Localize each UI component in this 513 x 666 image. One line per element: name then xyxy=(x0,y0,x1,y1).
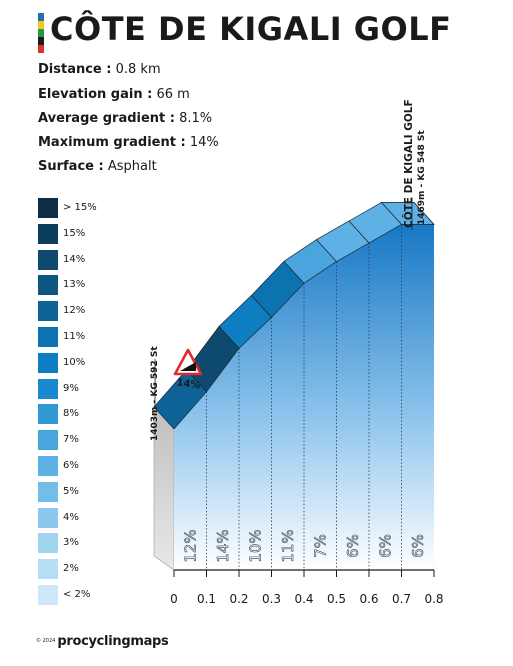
stat-value: Asphalt xyxy=(107,159,157,174)
legend-label: 8% xyxy=(63,408,79,420)
legend-label: > 15% xyxy=(63,202,97,213)
legend-item: 10% xyxy=(38,352,158,373)
legend-item: 13% xyxy=(38,275,158,296)
legend-swatch xyxy=(38,352,58,373)
end-elevation-label: 1469m - KG 548 St xyxy=(417,130,427,225)
stat-maximum-gradient: Maximum gradient : 14% xyxy=(38,135,219,150)
stat-label: Elevation gain : xyxy=(38,87,153,102)
legend-swatch xyxy=(38,223,58,244)
legend-item: 6% xyxy=(38,456,158,476)
legend-item: 7% xyxy=(38,430,158,451)
legend-swatch xyxy=(38,481,58,502)
legend-swatch xyxy=(38,198,58,218)
legend-label: 4% xyxy=(63,511,79,523)
brand-logo-text: procyclingmaps xyxy=(57,634,169,649)
stat-value: 0.8 km xyxy=(115,62,161,77)
stat-label: Maximum gradient : xyxy=(38,135,186,150)
title-color-bar xyxy=(38,13,44,53)
footer-credit: © 2024 procyclingmaps xyxy=(36,632,169,650)
legend-label: 10% xyxy=(63,356,86,368)
segment-gradient-label: 10% xyxy=(246,529,264,562)
x-tick-label: 0.3 xyxy=(262,592,281,606)
segment-gradient-label: 11% xyxy=(279,529,297,562)
x-tick-label: 0 xyxy=(170,592,178,606)
end-climb-name-label: CÔTE DE KIGALI GOLF xyxy=(402,99,415,228)
legend-label: 11% xyxy=(63,331,86,342)
segment-gradient-label: 6% xyxy=(409,534,427,558)
stat-value: 66 m xyxy=(156,87,190,102)
legend-item: 15% xyxy=(38,223,158,244)
gradient-ramp-icon xyxy=(180,362,196,371)
legend-swatch xyxy=(38,301,58,322)
legend-item: 12% xyxy=(38,301,158,322)
legend-item: < 2% xyxy=(38,585,158,605)
x-tick-label: 0.8 xyxy=(424,592,443,606)
legend-swatch xyxy=(38,559,58,580)
x-tick-label: 0.2 xyxy=(229,592,248,606)
legend-swatch xyxy=(38,430,58,451)
legend-label: 9% xyxy=(63,382,79,394)
x-tick-label: 0.1 xyxy=(197,592,216,606)
legend-label: 6% xyxy=(63,460,79,471)
legend-label: 7% xyxy=(63,434,79,446)
legend-swatch xyxy=(38,327,58,347)
x-tick-label: 0.6 xyxy=(359,592,378,606)
start-elevation-label: 1403m - KG 592 St xyxy=(150,346,160,441)
stat-label: Surface : xyxy=(38,159,104,174)
segment-gradient-label: 7% xyxy=(311,534,329,558)
legend-item: > 15% xyxy=(38,198,158,218)
stat-average-gradient: Average gradient : 8.1% xyxy=(38,111,212,126)
title-bar-stripe xyxy=(38,21,44,29)
stat-surface: Surface : Asphalt xyxy=(38,159,157,174)
legend-label: < 2% xyxy=(63,589,91,600)
title-bar-stripe xyxy=(38,45,44,53)
legend-item: 9% xyxy=(38,378,158,399)
legend-label: 5% xyxy=(63,485,79,497)
climb-title: CÔTE DE KIGALI GOLF xyxy=(50,10,452,48)
x-tick-label: 0.7 xyxy=(392,592,411,606)
legend-swatch xyxy=(38,378,58,399)
stat-value: 14% xyxy=(189,135,219,150)
max-gradient-badge-label: 14% xyxy=(176,377,201,391)
legend-item: 3% xyxy=(38,533,158,554)
stat-label: Distance : xyxy=(38,62,112,77)
segment-gradient-label: 6% xyxy=(344,534,362,558)
profile-end-edge xyxy=(413,202,435,225)
copyright-year: © 2024 xyxy=(36,637,56,644)
x-tick-label: 0.4 xyxy=(294,592,313,606)
title-bar-stripe xyxy=(38,13,44,21)
title-bar-stripe xyxy=(38,29,44,37)
legend-label: 3% xyxy=(63,537,79,549)
legend-label: 2% xyxy=(63,563,79,575)
legend-swatch xyxy=(38,507,58,528)
legend-swatch xyxy=(38,249,58,270)
legend-label: 12% xyxy=(63,305,86,317)
segment-gradient-label: 6% xyxy=(376,534,394,558)
legend-swatch xyxy=(38,404,58,425)
title-bar-stripe xyxy=(38,37,44,45)
legend-label: 15% xyxy=(63,227,86,239)
legend-swatch xyxy=(38,533,58,554)
legend-label: 13% xyxy=(63,279,86,291)
legend-swatch xyxy=(38,456,58,476)
legend-item: 2% xyxy=(38,559,158,580)
stat-value: 8.1% xyxy=(179,111,213,126)
legend-item: 14% xyxy=(38,249,158,270)
legend-item: 11% xyxy=(38,327,158,347)
legend-label: 14% xyxy=(63,253,86,265)
legend-item: 4% xyxy=(38,507,158,528)
legend-item: 8% xyxy=(38,404,158,425)
stat-elevation-gain: Elevation gain : 66 m xyxy=(38,87,190,102)
segment-gradient-label: 14% xyxy=(214,529,232,562)
segment-gradient-label: 12% xyxy=(181,529,199,562)
legend-swatch xyxy=(38,585,58,605)
stat-distance: Distance : 0.8 km xyxy=(38,62,161,77)
legend-swatch xyxy=(38,275,58,296)
legend-item: 5% xyxy=(38,481,158,502)
x-tick-label: 0.5 xyxy=(327,592,346,606)
stat-label: Average gradient : xyxy=(38,111,175,126)
